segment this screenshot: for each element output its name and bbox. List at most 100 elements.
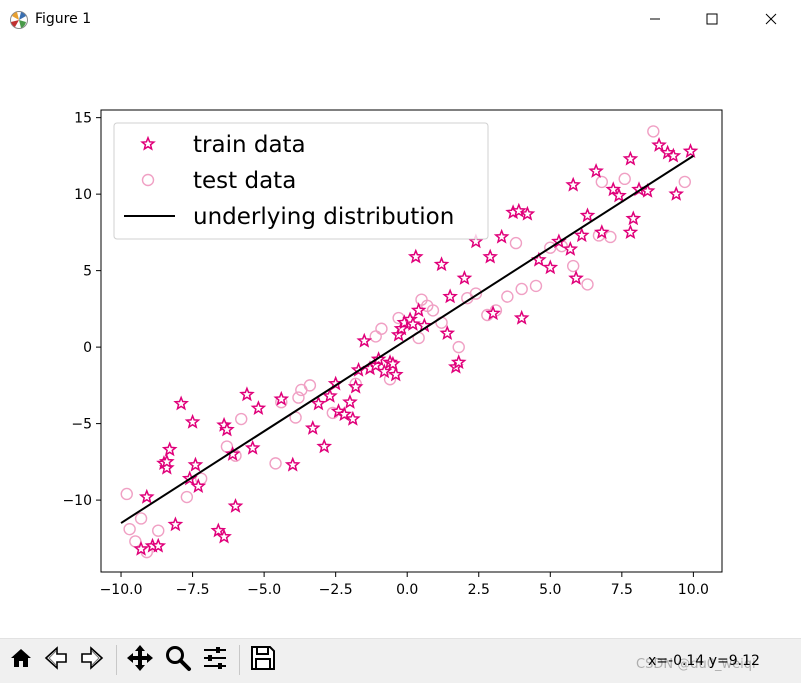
y-tick-label: 15 <box>74 111 92 127</box>
home-button[interactable] <box>5 644 37 676</box>
train-data-point <box>588 162 604 178</box>
train-data-point <box>433 256 450 272</box>
test-data-point <box>595 175 609 189</box>
legend-train-marker <box>140 135 156 151</box>
toolbar-separator <box>239 645 240 675</box>
train-data-point <box>622 150 639 166</box>
test-data-point <box>515 282 528 296</box>
train-data-point <box>513 309 530 325</box>
figure-canvas[interactable]: −10.0 −7.5 −5.0 −2.5 0.0 2.5 5.0 7.5 10.0 −10 −5 0 5… <box>0 38 801 638</box>
configure-subplots-icon <box>201 644 229 676</box>
train-data-point <box>138 488 155 504</box>
test-data-point <box>647 125 660 138</box>
train-data-point <box>665 147 682 163</box>
test-data-point <box>469 287 483 300</box>
train-data-point <box>407 248 424 264</box>
window-title: Figure 1 <box>35 11 92 27</box>
train-data-point <box>625 210 642 226</box>
close-button[interactable] <box>748 0 794 38</box>
x-tick-label: −2.5 <box>319 582 353 598</box>
test-data-point <box>426 304 440 317</box>
train-data-point <box>173 395 189 411</box>
test-data-point <box>501 290 514 303</box>
x-tick-label: −10.0 <box>100 582 143 598</box>
minimize-button[interactable] <box>632 0 678 38</box>
train-data-point <box>682 143 699 158</box>
navigation-toolbar: CSDN @du0_weiqi x=-0.14 y=9.12 <box>0 638 801 683</box>
test-data-point <box>292 391 305 404</box>
train-data-point <box>493 228 510 244</box>
test-data-point <box>180 490 194 504</box>
y-tick-label: 5 <box>83 264 92 280</box>
train-data-point <box>210 522 227 538</box>
train-data-point <box>250 400 267 415</box>
back-icon <box>43 645 69 675</box>
save-icon <box>249 644 277 676</box>
train-data-point <box>593 224 610 240</box>
x-tick-label: 10.0 <box>678 582 709 598</box>
legend-box <box>113 122 489 240</box>
train-data-point <box>622 224 639 240</box>
x-tick-label: 2.5 <box>468 582 490 598</box>
train-data-point <box>330 403 347 419</box>
forward-button[interactable] <box>76 644 108 676</box>
test-data-point <box>678 175 691 189</box>
train-data-point <box>387 366 404 382</box>
test-data-point <box>509 236 523 250</box>
train-data-point <box>158 453 175 469</box>
legend-entry-label: train data <box>193 132 306 158</box>
test-data-point <box>152 524 165 537</box>
x-tick-label: −7.5 <box>176 582 210 598</box>
configure-subplots-button[interactable] <box>199 644 231 676</box>
train-data-point <box>284 456 301 472</box>
y-tick-label: −10 <box>62 493 92 509</box>
train-data-point <box>304 419 321 435</box>
train-data-point <box>542 259 559 275</box>
test-data-point <box>269 457 282 470</box>
y-tick-label: 10 <box>74 187 92 203</box>
pan-button[interactable] <box>124 644 156 676</box>
maximize-button[interactable] <box>689 0 735 38</box>
train-data-point <box>227 497 244 513</box>
train-data-point <box>322 387 338 403</box>
legend-test-marker <box>141 173 155 187</box>
train-data-point <box>573 227 590 243</box>
matplotlib-icon <box>9 10 29 30</box>
train-data-point <box>565 176 582 192</box>
train-data-point <box>562 240 579 256</box>
train-data-point <box>219 421 235 437</box>
train-data-point <box>347 378 364 394</box>
x-tick-label: 7.5 <box>611 582 633 598</box>
save-button[interactable] <box>247 644 279 676</box>
toolbar-separator <box>116 645 117 675</box>
train-data-point <box>482 248 499 264</box>
test-data-point <box>123 522 136 536</box>
train-data-point <box>187 456 204 472</box>
train-data-point <box>405 315 421 331</box>
train-data-point <box>668 185 685 201</box>
train-data-point <box>150 537 167 553</box>
x-tick-label: 0.0 <box>396 582 418 598</box>
test-data-point <box>375 322 388 335</box>
forward-icon <box>79 645 105 675</box>
train-data-point <box>410 302 427 318</box>
train-data-point <box>442 288 458 304</box>
scatter-chart: −10.0 −7.5 −5.0 −2.5 0.0 2.5 5.0 7.5 10.0 −10 −5 0 5… <box>62 109 723 598</box>
train-data-point <box>510 202 527 218</box>
y-tick-label: 0 <box>83 340 92 356</box>
minimize-icon <box>649 10 661 29</box>
test-data-point <box>134 512 148 525</box>
cursor-coordinates: x=-0.14 y=9.12 <box>648 653 760 669</box>
zoom-button[interactable] <box>162 644 194 676</box>
close-icon <box>765 10 777 29</box>
watermark-text: CSDN @du0_weiqi <box>636 657 756 672</box>
x-tick-label: −5.0 <box>247 582 281 598</box>
zoom-icon <box>164 644 192 676</box>
train-data-point <box>244 439 261 455</box>
train-data-point <box>158 459 175 475</box>
back-button[interactable] <box>40 644 72 676</box>
train-data-point <box>342 393 358 409</box>
train-data-point <box>344 410 361 426</box>
train-data-point <box>336 406 353 422</box>
train-data-point <box>568 270 584 285</box>
